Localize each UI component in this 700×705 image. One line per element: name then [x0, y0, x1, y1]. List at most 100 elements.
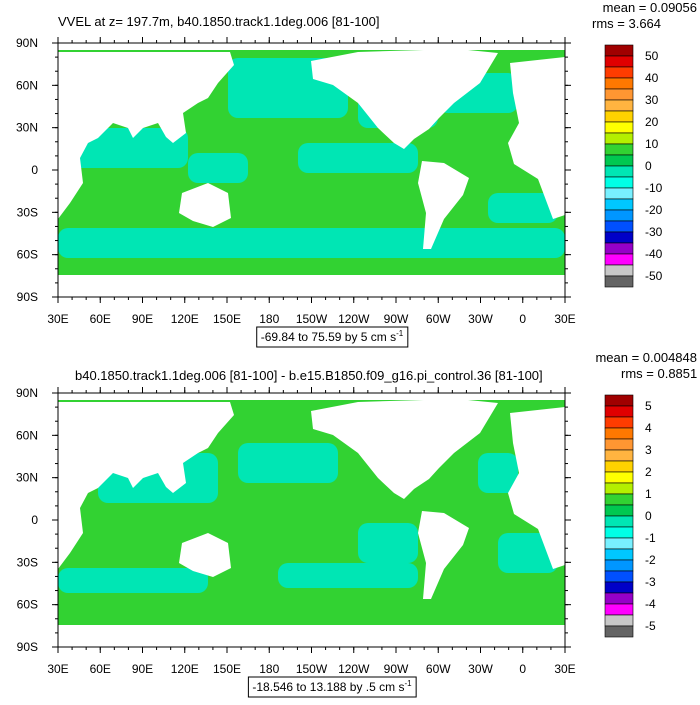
colorbar-box — [604, 625, 634, 638]
mean-text: mean = 0.004848 — [595, 350, 697, 365]
lon-label: 30E — [554, 662, 575, 676]
range-box — [256, 326, 409, 348]
colorbar-box — [604, 515, 634, 528]
range-text: -18.546 to 13.188 by .5 cm s-1 — [252, 679, 412, 694]
lon-label: 150W — [296, 312, 328, 326]
range-main: -69.84 to 75.59 by 5 cm s — [261, 330, 396, 344]
ocean-patch — [498, 533, 558, 573]
colorbar-box — [604, 592, 634, 605]
colorbar-box — [604, 559, 634, 572]
ocean-patch — [478, 453, 518, 493]
colorbar-label: 4 — [645, 421, 652, 435]
colorbar-box — [604, 275, 634, 288]
colorbar-box — [604, 460, 634, 473]
lon-label: 60W — [426, 662, 451, 676]
colorbar-box — [604, 99, 634, 112]
ocean-patch — [188, 153, 248, 183]
colorbar-box — [604, 132, 634, 145]
lon-label: 0 — [519, 662, 526, 676]
colorbar-label: -30 — [645, 225, 663, 239]
colorbar-box — [604, 121, 634, 134]
colorbar-box — [604, 242, 634, 255]
lat-label: 60S — [17, 248, 38, 262]
colorbar-box — [604, 66, 634, 79]
colorbar-box — [604, 209, 634, 222]
range-text: -69.84 to 75.59 by 5 cm s-1 — [261, 329, 404, 344]
lon-label: 150W — [296, 662, 328, 676]
rms-text: rms = 0.8851 — [621, 366, 697, 381]
map-field — [58, 43, 565, 297]
lon-label: 120E — [171, 662, 199, 676]
colorbar-box — [604, 264, 634, 277]
lat-label: 30S — [17, 205, 38, 219]
range-sup: -1 — [404, 679, 412, 688]
ocean-patch — [238, 443, 338, 483]
colorbar-label: -1 — [645, 531, 656, 545]
colorbar-label: 30 — [645, 93, 659, 107]
colorbar-box — [604, 176, 634, 189]
lon-label: 0 — [519, 312, 526, 326]
lon-label: 30E — [47, 662, 68, 676]
colorbar-label: 1 — [645, 487, 652, 501]
colorbar-box — [604, 548, 634, 561]
range-main: -18.546 to 13.188 by .5 cm s — [252, 680, 404, 694]
colorbar-box — [604, 154, 634, 167]
lat-label: 60N — [16, 78, 38, 92]
colorbar-box — [604, 493, 634, 506]
lon-label: 120W — [338, 662, 370, 676]
lon-label: 150E — [213, 312, 241, 326]
lat-label: 90S — [17, 290, 38, 304]
lon-label: 180 — [259, 312, 279, 326]
colorbar-box — [604, 231, 634, 244]
colorbar-label: -4 — [645, 597, 656, 611]
lon-label: 30E — [47, 312, 68, 326]
panel-title: b40.1850.track1.1deg.006 [81-100] - b.e1… — [75, 368, 543, 383]
colorbar-label: 20 — [645, 115, 659, 129]
ocean-patch — [488, 193, 558, 223]
colorbar-label: 0 — [645, 509, 652, 523]
ocean-patch — [58, 568, 208, 593]
colorbar-box — [604, 614, 634, 627]
lon-label: 150E — [213, 662, 241, 676]
colorbar-label: -2 — [645, 553, 656, 567]
colorbar-label: -5 — [645, 619, 656, 633]
colorbar-box — [604, 416, 634, 429]
range-box — [247, 676, 417, 698]
colorbar-box — [604, 110, 634, 123]
lon-label: 90W — [384, 312, 409, 326]
lat-label: 60S — [17, 598, 38, 612]
colorbar-label: -20 — [645, 203, 663, 217]
colorbar-label: -10 — [645, 181, 663, 195]
lon-label: 30E — [554, 312, 575, 326]
colorbar-label: 2 — [645, 465, 652, 479]
colorbar-box — [604, 438, 634, 451]
colorbar-box — [604, 471, 634, 484]
colorbar-box — [604, 220, 634, 233]
lat-label: 30S — [17, 555, 38, 569]
colorbar-box — [604, 449, 634, 462]
colorbar-box — [604, 165, 634, 178]
lon-label: 60E — [90, 312, 111, 326]
ocean-patch — [278, 563, 418, 588]
colorbar-box — [604, 603, 634, 616]
panel-title: VVEL at z= 197.7m, b40.1850.track1.1deg.… — [58, 14, 380, 29]
lat-label: 30N — [16, 471, 38, 485]
colorbar-box — [604, 482, 634, 495]
colorbar-label: 5 — [645, 399, 652, 413]
colorbar-label: 0 — [645, 159, 652, 173]
ocean-patch — [358, 523, 418, 563]
lon-label: 180 — [259, 662, 279, 676]
rms-text: rms = 3.664 — [592, 16, 661, 31]
colorbar-label: 3 — [645, 443, 652, 457]
lon-label: 60E — [90, 662, 111, 676]
colorbar-box — [604, 187, 634, 200]
map-panel: VVEL at z= 197.7m, b40.1850.track1.1deg.… — [16, 0, 697, 348]
colorbar-box — [604, 143, 634, 156]
map-field — [58, 393, 565, 647]
lon-label: 30W — [468, 662, 493, 676]
colorbar-label: 50 — [645, 49, 659, 63]
mean-text: mean = 0.09056 — [603, 0, 697, 15]
lat-label: 0 — [31, 513, 38, 527]
lat-label: 90N — [16, 386, 38, 400]
lon-label: 90W — [384, 662, 409, 676]
